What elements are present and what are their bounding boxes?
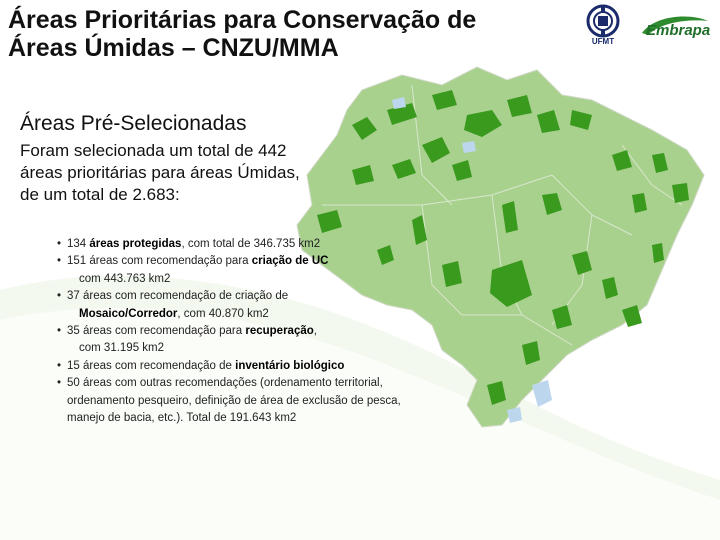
title-line-1: Áreas Prioritárias para Conservação de bbox=[8, 6, 477, 34]
list-item: 37 áreas com recomendação de criação de … bbox=[55, 288, 485, 323]
bullet-highlight: recuperação bbox=[245, 325, 314, 338]
bullet-continuation: ordenamento pesqueiro, definição de área… bbox=[67, 394, 401, 407]
bullet-text: 50 áreas com outras recomendações (orden… bbox=[67, 377, 383, 390]
embrapa-logo-wordmark: Embrapa bbox=[646, 22, 710, 39]
bullet-text: 151 áreas com recomendação para bbox=[67, 255, 252, 268]
bullet-highlight: áreas protegidas bbox=[89, 238, 182, 250]
list-item: 35 áreas com recomendação para recuperaç… bbox=[55, 323, 485, 358]
intro-text: Foram selecionada um total de 442 áreas … bbox=[20, 141, 300, 204]
bullet-continuation: manejo de bacia, etc.). Total de 191.643… bbox=[67, 412, 297, 425]
bullet-text: , com total de 346.735 km2 bbox=[181, 238, 321, 250]
section-subtitle: Áreas Pré-Selecionadas bbox=[20, 112, 247, 135]
bullet-text: , bbox=[313, 325, 317, 338]
ufmt-logo-label: UFMT bbox=[591, 37, 615, 46]
bullet-text: 134 bbox=[67, 238, 90, 250]
bullet-text: 37 áreas com recomendação de criação de bbox=[67, 290, 289, 303]
bullet-highlight: criação de UC bbox=[251, 255, 329, 268]
page-title: Áreas Prioritárias para Conservação de Á… bbox=[8, 6, 568, 62]
bullet-highlight: inventário biológico bbox=[235, 359, 345, 372]
embrapa-logo: Embrapa bbox=[642, 16, 710, 39]
list-item: 15 áreas com recomendação de inventário … bbox=[55, 358, 485, 376]
list-item: 50 áreas com outras recomendações (orden… bbox=[55, 375, 485, 427]
bullet-text: 15 áreas com recomendação de bbox=[67, 359, 236, 372]
bullet-highlight: Mosaico/Corredor bbox=[79, 307, 178, 320]
list-item: 134 áreas protegidas, com total de 346.7… bbox=[55, 236, 485, 254]
bullet-text: , com 40.870 km2 bbox=[177, 307, 269, 320]
list-item: 151 áreas com recomendação para criação … bbox=[55, 253, 485, 288]
bullet-continuation: com 443.763 km2 bbox=[79, 272, 171, 285]
bullet-continuation: Mosaico/Corredor, com 40.870 km2 bbox=[67, 306, 485, 323]
ufmt-logo bbox=[586, 4, 620, 38]
bullet-text: 35 áreas com recomendação para bbox=[67, 325, 246, 338]
title-line-2: Áreas Úmidas – CNZU/MMA bbox=[8, 34, 339, 62]
bullet-continuation: com 31.195 km2 bbox=[79, 342, 165, 355]
areas-bullet-list: 134 áreas protegidas, com total de 346.7… bbox=[55, 236, 485, 427]
